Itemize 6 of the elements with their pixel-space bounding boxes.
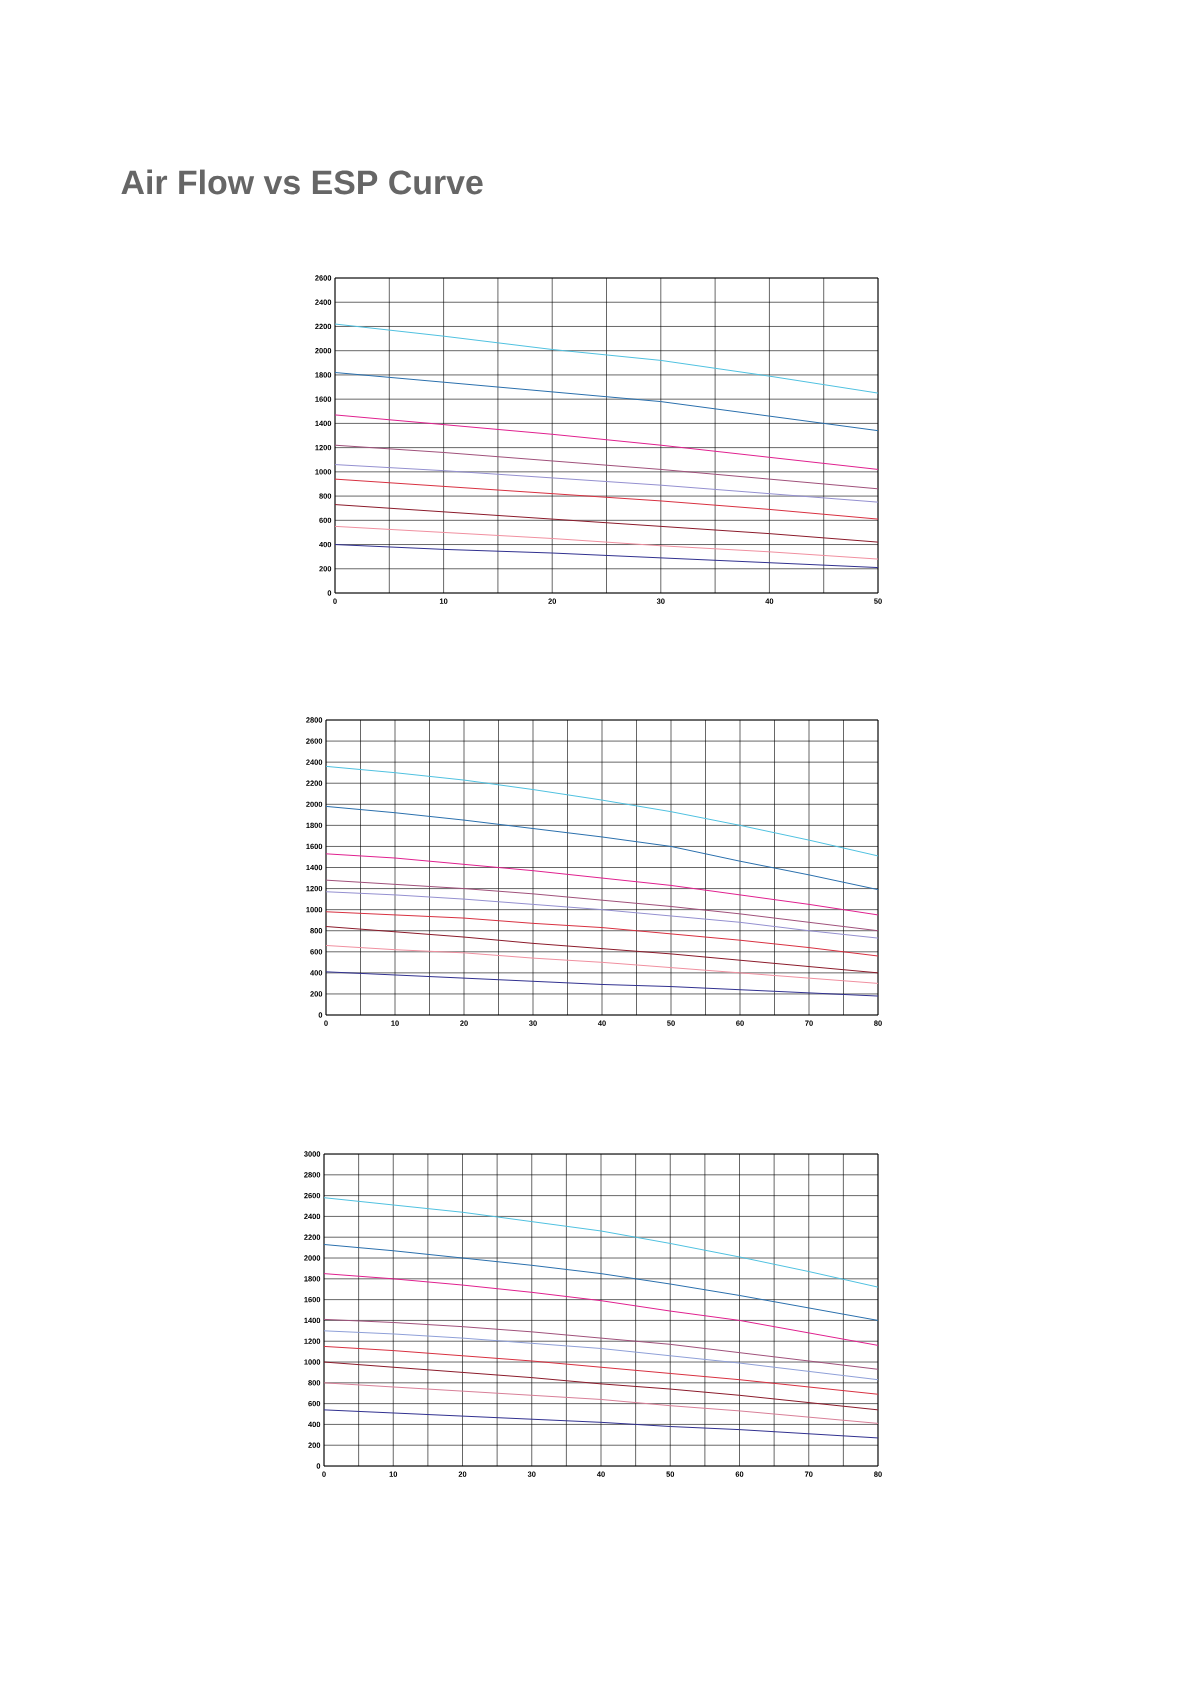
line-series — [323, 1197, 879, 1288]
line-series — [334, 323, 879, 394]
line-series — [325, 926, 879, 974]
chart-title: Air Flow vs ESP Curve — [121, 169, 483, 195]
line-series — [325, 891, 879, 939]
line-series — [325, 765, 879, 857]
